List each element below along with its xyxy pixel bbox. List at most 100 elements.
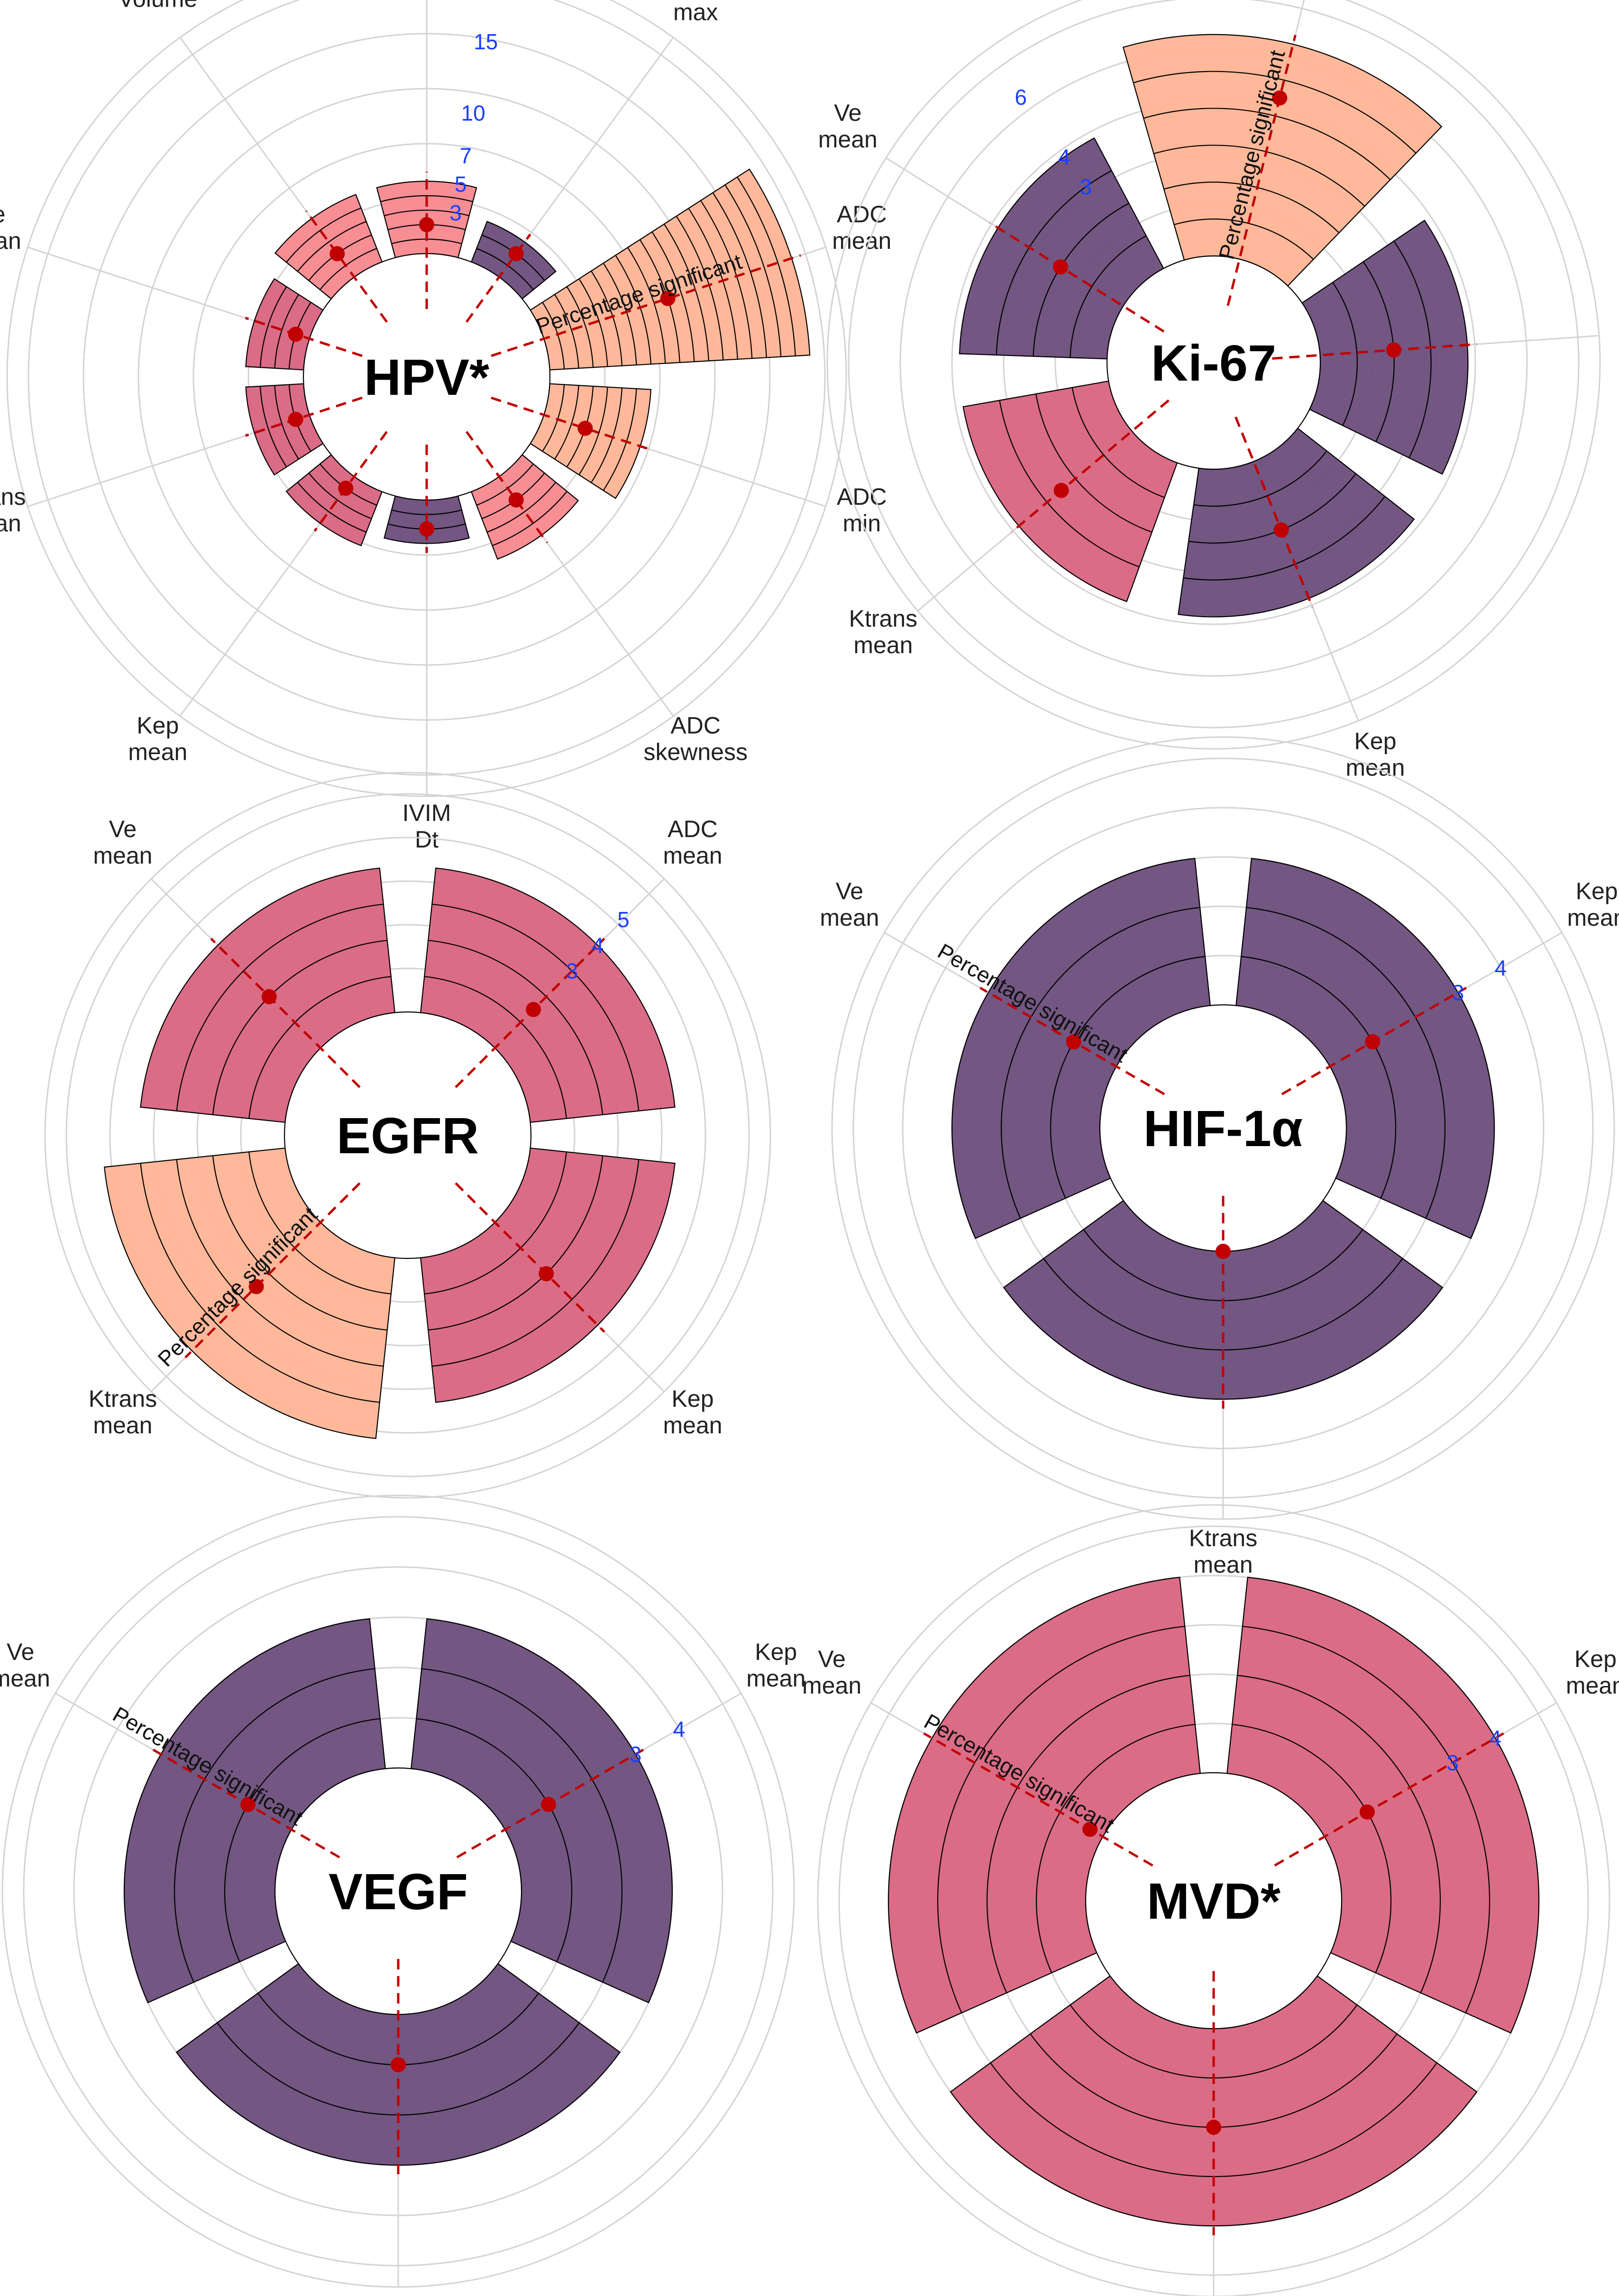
- reference-line: [455, 1182, 605, 1333]
- data-point: [338, 481, 354, 496]
- bar: [1236, 858, 1494, 1239]
- bar: [246, 279, 323, 370]
- bar-band: [566, 286, 594, 368]
- bar-band: [578, 278, 608, 367]
- bar-band: [432, 903, 640, 1111]
- bar-band: [286, 207, 361, 263]
- reference-line: [466, 431, 549, 544]
- polar-chart-5: KepmeanKtransmeanVemean34Percentage sign…: [0, 1494, 805, 2296]
- bar: [246, 383, 323, 475]
- bar: [1123, 34, 1442, 286]
- data-point: [540, 1797, 556, 1812]
- chart-title: EGFR: [337, 1107, 479, 1164]
- axis-label-line: Kep: [137, 712, 179, 739]
- tick-label: 3: [1080, 174, 1092, 199]
- grid-circle: [109, 837, 706, 1434]
- data-point: [1053, 259, 1069, 275]
- grid-circle: [65, 793, 750, 1477]
- axis-label-line: Ve: [109, 816, 137, 842]
- axis-label: ADC skewness: [643, 712, 748, 765]
- axis-label-line: mean: [663, 842, 723, 869]
- chart-title: HIF-1α: [1143, 1100, 1303, 1157]
- bar-band: [380, 195, 473, 202]
- grid-circle: [196, 924, 619, 1347]
- reference-line: [1272, 343, 1477, 360]
- polar-chart-6: KepmeanKtransmeanVemean34Percentage sign…: [802, 1504, 1619, 2296]
- bar-band: [724, 184, 782, 357]
- axis-label-line: Kep: [672, 1385, 714, 1412]
- axis-label-line: mean: [0, 228, 21, 254]
- axis-label-line: Ktrans: [0, 483, 26, 510]
- bar-band: [492, 491, 567, 547]
- data-point: [1206, 2120, 1221, 2135]
- tick-label: 5: [455, 172, 467, 197]
- chart-title: HPV*: [364, 348, 489, 406]
- bar-band: [274, 385, 299, 460]
- bar-band: [274, 294, 299, 368]
- bar-band: [1174, 219, 1314, 260]
- data-point: [508, 246, 524, 262]
- bar-band: [737, 176, 796, 356]
- tick-label: 3: [1452, 980, 1464, 1005]
- axis-label-line: ADC: [670, 712, 721, 739]
- chart-title: MVD*: [1147, 1872, 1281, 1930]
- reference-line: [184, 1182, 361, 1358]
- axis-label-line: Ve: [0, 201, 5, 228]
- center-hole: [1106, 255, 1321, 470]
- bar-band: [554, 294, 579, 368]
- grid-circle: [240, 967, 576, 1303]
- axis-label-line: mean: [93, 842, 152, 869]
- data-point: [261, 989, 277, 1004]
- data-point: [660, 291, 676, 306]
- polar-chart-1: ADCkurtosisADCmaxADCmeanADCminADCskewnes…: [0, 0, 891, 853]
- axis-label-line: mean: [0, 510, 21, 537]
- axis-label-line: mean: [802, 1672, 861, 1699]
- axis-label-line: Ve: [836, 878, 863, 904]
- tick-label: 4: [1058, 145, 1070, 169]
- bar: [471, 455, 578, 559]
- reference-line: [1011, 399, 1170, 533]
- axis-label-line: mean: [853, 632, 913, 658]
- bar-band: [1071, 387, 1165, 498]
- bar-band: [176, 903, 384, 1111]
- axis-label-line: mean: [1566, 1672, 1619, 1699]
- data-point: [526, 1002, 541, 1017]
- tick-label: 5: [617, 907, 630, 932]
- data-point: [419, 521, 434, 537]
- axis-label-line: Ve: [818, 1646, 845, 1672]
- polar-chart-2: ADCmeanADCminKepmeanKtransmeanVemean346P…: [818, 0, 1619, 781]
- chart-title: VEGF: [329, 1863, 468, 1920]
- tick-label: 4: [1495, 956, 1507, 980]
- bar-band: [432, 1159, 640, 1367]
- bar-band: [259, 386, 287, 467]
- reference-line: [989, 222, 1165, 333]
- bar-band: [554, 385, 579, 460]
- bar-band: [308, 473, 372, 519]
- data-point: [391, 2057, 406, 2072]
- axis-label-line: mean: [128, 739, 187, 765]
- data-point: [1053, 483, 1069, 498]
- bar-band: [176, 1159, 384, 1367]
- grid-circle: [153, 880, 663, 1390]
- axis-label-line: ADC: [668, 816, 718, 842]
- data-point: [1365, 1034, 1381, 1049]
- axis-label-line: Ktrans: [89, 1385, 157, 1412]
- bar: [951, 858, 1210, 1239]
- axis-label-line: mean: [0, 1665, 50, 1692]
- axis-label-line: mean: [93, 1412, 152, 1439]
- axis-label-line: Ktrans: [364, 2293, 433, 2296]
- axis-label: ADC mean: [663, 816, 723, 869]
- tick-label: 3: [1446, 1750, 1459, 1775]
- bar-band: [384, 210, 469, 217]
- bar: [421, 868, 675, 1122]
- bar-band: [259, 286, 287, 368]
